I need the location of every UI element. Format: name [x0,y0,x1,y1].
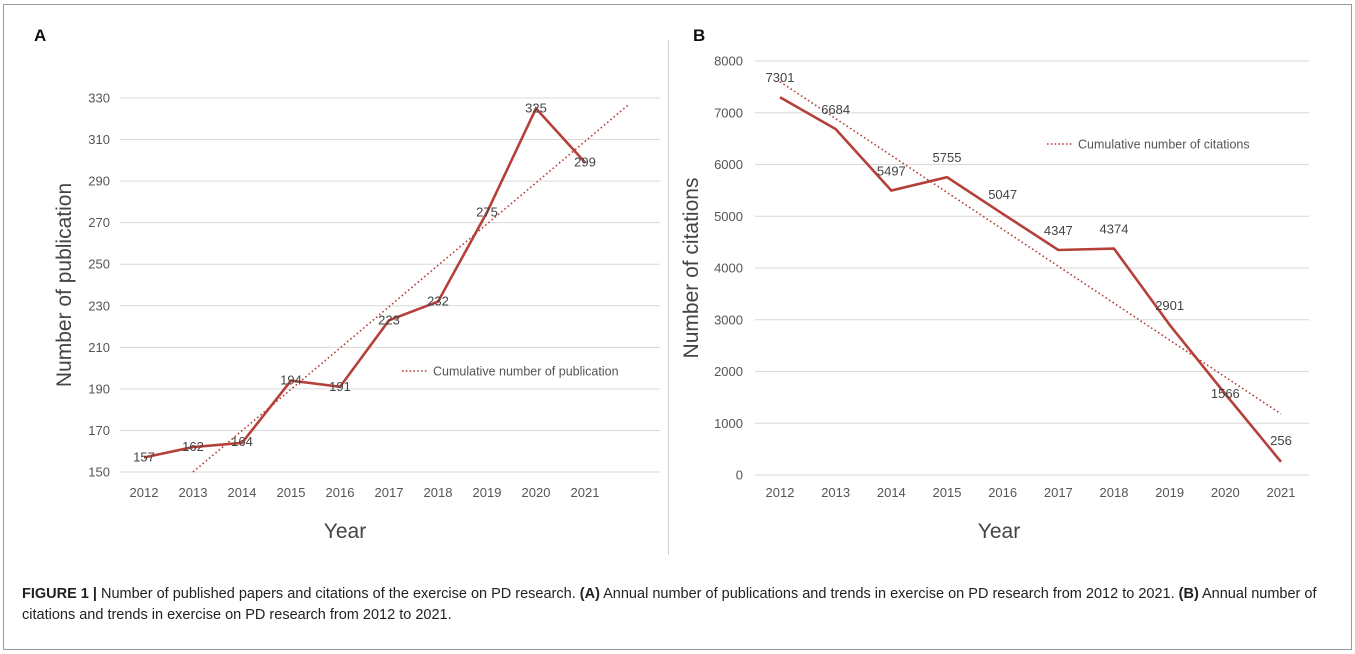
y-tick-label: 1000 [714,416,743,431]
figure-caption: FIGURE 1 | Number of published papers an… [22,584,1332,626]
y-tick-label: 7000 [714,105,743,120]
x-tick-label: 2018 [1100,485,1129,500]
y-tick-label: 4000 [714,261,743,276]
y-tick-label: 310 [88,132,110,147]
series-line [779,96,1283,463]
y-tick-label: 8000 [714,54,743,69]
data-label: 1566 [1211,386,1240,401]
caption-figure-label: FIGURE 1 | [22,586,97,602]
figure-frame [3,4,1352,650]
data-label: 7301 [766,70,795,85]
x-axis-title: Year [324,520,366,543]
data-label: 162 [182,439,204,454]
data-label: 223 [378,312,400,327]
caption-b-text: Annual number of citations and trends in… [22,586,1317,623]
y-tick-label: 330 [88,91,110,106]
y-tick-label: 5000 [714,209,743,224]
data-label: 2901 [1155,298,1184,313]
x-axis-title: Year [978,520,1020,543]
y-tick-label: 0 [736,468,743,483]
panel-label-a: A [34,26,47,45]
x-tick-label: 2015 [933,485,962,500]
data-label: 5047 [988,187,1017,202]
x-tick-label: 2012 [766,485,795,500]
x-tick-label: 2016 [988,485,1017,500]
data-label: 4347 [1044,223,1073,238]
y-tick-label: 250 [88,257,110,272]
legend-label: Cumulative number of citations [1078,138,1250,152]
x-tick-label: 2014 [877,485,906,500]
y-tick-label: 230 [88,298,110,313]
x-tick-label: 2016 [326,485,355,500]
x-tick-label: 2018 [424,485,453,500]
x-tick-label: 2020 [1211,485,1240,500]
y-tick-label: 270 [88,215,110,230]
trend-line [192,103,630,473]
x-tick-label: 2020 [522,485,551,500]
x-tick-label: 2021 [571,485,600,500]
chart-a-publications: 150 170 190 210 230 250 270 290 310 330 2012 2013 20… [53,91,660,543]
caption-a-text: Annual number of publications and trends… [599,586,1179,602]
y-tick-label: 190 [88,381,110,396]
data-label: 5497 [877,164,906,179]
x-tick-label: 2017 [1044,485,1073,500]
data-label: 256 [1270,433,1292,448]
x-tick-label: 2015 [277,485,306,500]
x-tick-label: 2012 [130,485,159,500]
data-label: 232 [427,294,449,309]
caption-a-label: (A) [579,586,600,602]
data-label: 191 [329,379,351,394]
x-tick-label: 2013 [821,485,850,500]
x-tick-label: 2014 [228,485,257,500]
panel-divider [668,40,669,555]
data-label: 157 [133,449,155,464]
x-tick-label: 2019 [1155,485,1184,500]
y-tick-label: 150 [88,465,110,480]
data-label: 275 [476,204,498,219]
y-tick-label: 170 [88,423,110,438]
legend-label: Cumulative number of publication [433,365,619,379]
y-axis-title: Number of citations [680,178,703,359]
data-label: 4374 [1100,222,1129,237]
y-tick-label: 290 [88,174,110,189]
x-tick-label: 2017 [375,485,404,500]
y-tick-label: 2000 [714,364,743,379]
series-line [143,106,586,459]
y-axis-title: Number of publication [53,183,76,387]
caption-b-label: (B) [1178,586,1199,602]
x-tick-label: 2021 [1267,485,1296,500]
data-label: 299 [574,154,596,169]
data-label: 194 [280,373,302,388]
x-tick-label: 2013 [179,485,208,500]
x-tick-label: 2019 [473,485,502,500]
data-label: 164 [231,434,253,449]
chart-b-citations: 0 1000 2000 3000 4000 5000 6000 7000 8000 2012 201… [680,54,1309,543]
data-label: 6684 [821,102,850,117]
data-label: 325 [525,100,547,115]
y-tick-label: 6000 [714,157,743,172]
caption-text: Number of published papers and citations… [96,586,580,602]
trend-line [779,81,1282,415]
y-tick-label: 3000 [714,312,743,327]
y-tick-label: 210 [88,340,110,355]
panel-label-b: B [693,26,706,45]
data-label: 5755 [933,150,962,165]
